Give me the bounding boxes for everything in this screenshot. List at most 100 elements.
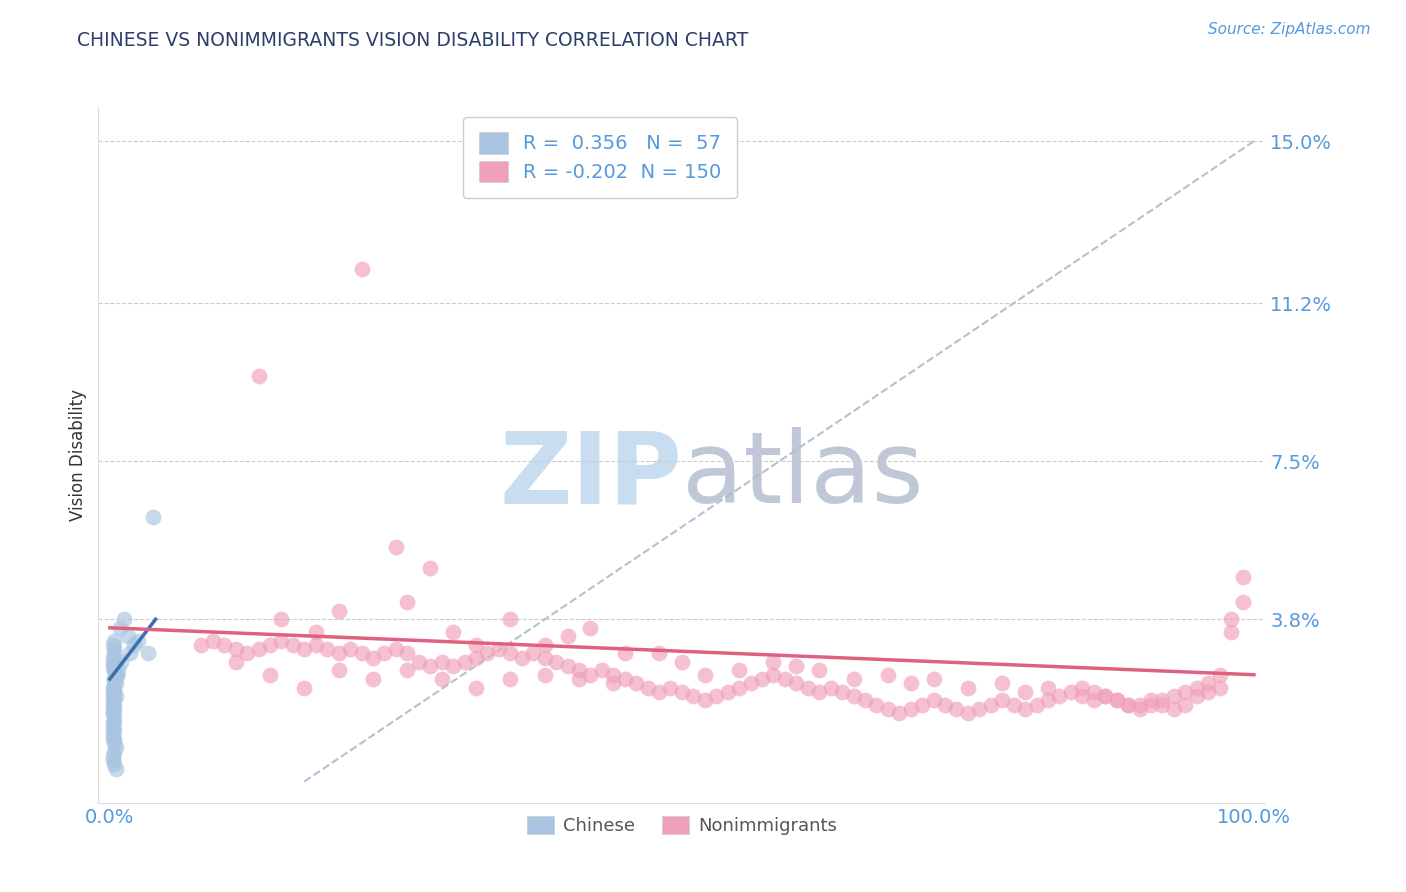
Point [693,667,716,681]
Point [876,667,898,681]
Point [1185,689,1208,703]
Point [305,625,328,640]
Point [1036,681,1059,695]
Point [103,659,125,673]
Point [980,698,1002,712]
Point [103,706,125,721]
Point [270,612,292,626]
Point [361,672,384,686]
Point [1232,569,1254,583]
Point [225,655,247,669]
Point [103,727,125,741]
Point [1116,698,1139,712]
Point [499,647,522,661]
Point [107,664,129,678]
Point [568,664,591,678]
Point [419,561,441,575]
Point [785,676,807,690]
Point [328,604,350,618]
Point [103,659,125,673]
Point [1014,702,1036,716]
Point [103,731,125,746]
Point [430,655,453,669]
Point [704,689,727,703]
Point [659,681,682,695]
Point [103,757,125,772]
Point [408,655,430,669]
Point [385,540,408,554]
Point [103,698,125,712]
Point [522,647,544,661]
Point [104,689,127,703]
Point [934,698,956,712]
Point [328,647,350,661]
Point [533,650,555,665]
Point [441,659,464,673]
Point [142,509,165,524]
Point [201,633,224,648]
Point [728,664,751,678]
Point [1140,698,1163,712]
Point [956,706,979,721]
Point [762,667,785,681]
Point [103,676,125,690]
Point [1197,676,1219,690]
Point [396,647,419,661]
Point [1025,698,1047,712]
Point [103,714,125,729]
Point [103,753,125,767]
Point [103,642,125,657]
Point [292,681,315,695]
Point [533,638,555,652]
Point [214,638,236,652]
Point [1140,693,1163,707]
Point [259,667,281,681]
Point [831,685,853,699]
Point [361,650,384,665]
Point [900,676,922,690]
Point [956,681,979,695]
Point [671,655,693,669]
Point [103,655,125,669]
Point [103,698,125,712]
Point [305,638,328,652]
Point [911,698,934,712]
Point [499,672,522,686]
Point [103,664,125,678]
Point [1208,667,1230,681]
Point [1128,702,1150,716]
Legend: Chinese, Nonimmigrants: Chinese, Nonimmigrants [520,809,844,842]
Point [103,664,125,678]
Point [842,672,865,686]
Point [465,681,488,695]
Text: ZIP: ZIP [499,427,682,524]
Point [1002,698,1025,712]
Text: CHINESE VS NONIMMIGRANTS VISION DISABILITY CORRELATION CHART: CHINESE VS NONIMMIGRANTS VISION DISABILI… [77,31,748,50]
Point [1163,689,1185,703]
Point [557,629,579,643]
Point [1083,685,1105,699]
Point [1060,685,1083,699]
Point [1094,689,1116,703]
Point [568,672,591,686]
Point [693,693,716,707]
Point [373,647,395,661]
Point [190,638,212,652]
Point [1152,698,1174,712]
Point [122,638,145,652]
Point [1163,702,1185,716]
Point [103,710,125,724]
Point [103,685,125,699]
Point [773,672,796,686]
Point [991,676,1014,690]
Point [922,693,945,707]
Point [808,664,831,678]
Point [682,689,704,703]
Point [1185,681,1208,695]
Y-axis label: Vision Disability: Vision Disability [69,389,87,521]
Text: Source: ZipAtlas.com: Source: ZipAtlas.com [1208,22,1371,37]
Point [876,702,898,716]
Point [648,685,671,699]
Point [1220,612,1243,626]
Point [328,664,350,678]
